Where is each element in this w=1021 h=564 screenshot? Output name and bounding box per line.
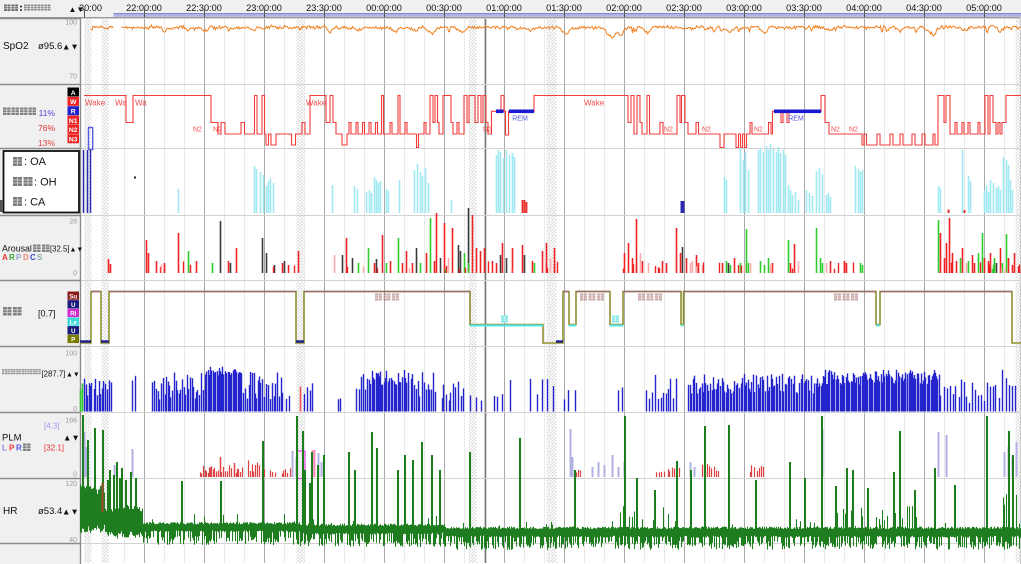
svg-text:N2: N2 <box>849 127 858 134</box>
svg-text:A: A <box>71 90 76 97</box>
svg-text:▲▼: ▲▼ <box>70 247 84 254</box>
svg-text:▲▼: ▲▼ <box>66 372 80 379</box>
svg-text:: OA: : OA <box>24 156 47 168</box>
svg-text:166: 166 <box>65 418 77 425</box>
svg-text:00:30:00: 00:30:00 <box>426 3 462 13</box>
svg-text:N2: N2 <box>69 127 78 134</box>
svg-text:U: U <box>71 302 76 309</box>
svg-text:D: D <box>23 253 29 262</box>
svg-text:N3: N3 <box>69 137 78 144</box>
svg-text:▲▼: ▲▼ <box>62 507 79 517</box>
svg-text:N2: N2 <box>213 127 222 134</box>
svg-text:0: 0 <box>73 406 77 413</box>
svg-text:Su: Su <box>69 293 77 300</box>
svg-text:30:00: 30:00 <box>79 3 102 13</box>
svg-text:▲▼: ▲▼ <box>62 42 79 52</box>
svg-text:U: U <box>71 328 76 335</box>
svg-text:▲▼: ▲▼ <box>69 5 85 14</box>
svg-text:R: R <box>16 444 22 453</box>
svg-text:22:30:00: 22:30:00 <box>186 3 222 13</box>
svg-text:28: 28 <box>69 219 77 226</box>
svg-text:HR: HR <box>3 506 17 517</box>
svg-text:REM: REM <box>512 116 528 123</box>
svg-text:N2: N2 <box>664 127 673 134</box>
svg-text:[287.7]: [287.7] <box>42 370 66 379</box>
svg-text:SpO2: SpO2 <box>3 41 29 52</box>
svg-text:0: 0 <box>73 271 77 278</box>
svg-text:N1: N1 <box>69 118 78 125</box>
svg-text:Wake: Wake <box>85 99 106 108</box>
svg-text:L: L <box>2 444 7 453</box>
svg-text:[32.5]: [32.5] <box>50 245 70 254</box>
svg-text:11%: 11% <box>39 108 56 118</box>
svg-text:S: S <box>37 253 43 262</box>
svg-text:Wa: Wa <box>135 99 147 108</box>
svg-text:03:30:00: 03:30:00 <box>786 3 822 13</box>
svg-text:40: 40 <box>69 537 77 544</box>
svg-text:W: W <box>70 99 77 106</box>
svg-text:05:00:00: 05:00:00 <box>966 3 1002 13</box>
svg-text:0: 0 <box>73 472 77 479</box>
svg-text:100: 100 <box>65 351 77 358</box>
svg-text:P: P <box>9 444 15 453</box>
svg-text:Ri: Ri <box>70 311 76 318</box>
svg-text:ø53.4: ø53.4 <box>38 506 62 517</box>
svg-text:P: P <box>16 253 22 262</box>
svg-text:[4.3]: [4.3] <box>44 422 60 431</box>
svg-text:Arousal: Arousal <box>2 244 32 254</box>
svg-text:03:00:00: 03:00:00 <box>726 3 762 13</box>
svg-text:76%: 76% <box>38 123 55 133</box>
svg-text:N2: N2 <box>754 127 763 134</box>
svg-text:C: C <box>30 253 36 262</box>
svg-text:P: P <box>71 337 75 344</box>
svg-text:[32.1]: [32.1] <box>44 444 64 453</box>
svg-text:22:00:00: 22:00:00 <box>126 3 162 13</box>
svg-text:: CA: : CA <box>24 197 46 209</box>
svg-text:R: R <box>71 109 76 116</box>
svg-text:Wake: Wake <box>306 99 327 108</box>
svg-text:13%: 13% <box>38 138 55 148</box>
svg-text:N2: N2 <box>831 127 840 134</box>
svg-text:120: 120 <box>65 481 77 488</box>
svg-text:N2: N2 <box>483 127 492 134</box>
svg-text:▲▼: ▲▼ <box>63 433 80 443</box>
svg-text:ø95.6: ø95.6 <box>38 41 62 52</box>
svg-text:23:30:00: 23:30:00 <box>306 3 342 13</box>
svg-text:01:30:00: 01:30:00 <box>546 3 582 13</box>
svg-text:Wa: Wa <box>115 99 127 108</box>
svg-text:N2: N2 <box>193 127 202 134</box>
svg-text:01:00:00: 01:00:00 <box>486 3 522 13</box>
svg-text:: OH: : OH <box>34 177 57 189</box>
svg-text:04:00:00: 04:00:00 <box>846 3 882 13</box>
svg-text:02:30:00: 02:30:00 <box>666 3 702 13</box>
svg-text:PLM: PLM <box>2 433 22 444</box>
svg-text:02:00:00: 02:00:00 <box>606 3 642 13</box>
svg-text:[0.7]: [0.7] <box>38 309 56 319</box>
svg-text:100: 100 <box>65 20 77 27</box>
svg-text:Wake: Wake <box>584 99 605 108</box>
svg-text:REM: REM <box>788 116 804 123</box>
svg-text:00:00:00: 00:00:00 <box>366 3 402 13</box>
svg-text:70: 70 <box>69 74 77 81</box>
svg-text:Le: Le <box>70 319 78 326</box>
svg-text:23:00:00: 23:00:00 <box>246 3 282 13</box>
svg-text:N2: N2 <box>702 127 711 134</box>
svg-text:A: A <box>2 253 8 262</box>
svg-text:R: R <box>9 253 15 262</box>
svg-text:04:30:00: 04:30:00 <box>906 3 942 13</box>
